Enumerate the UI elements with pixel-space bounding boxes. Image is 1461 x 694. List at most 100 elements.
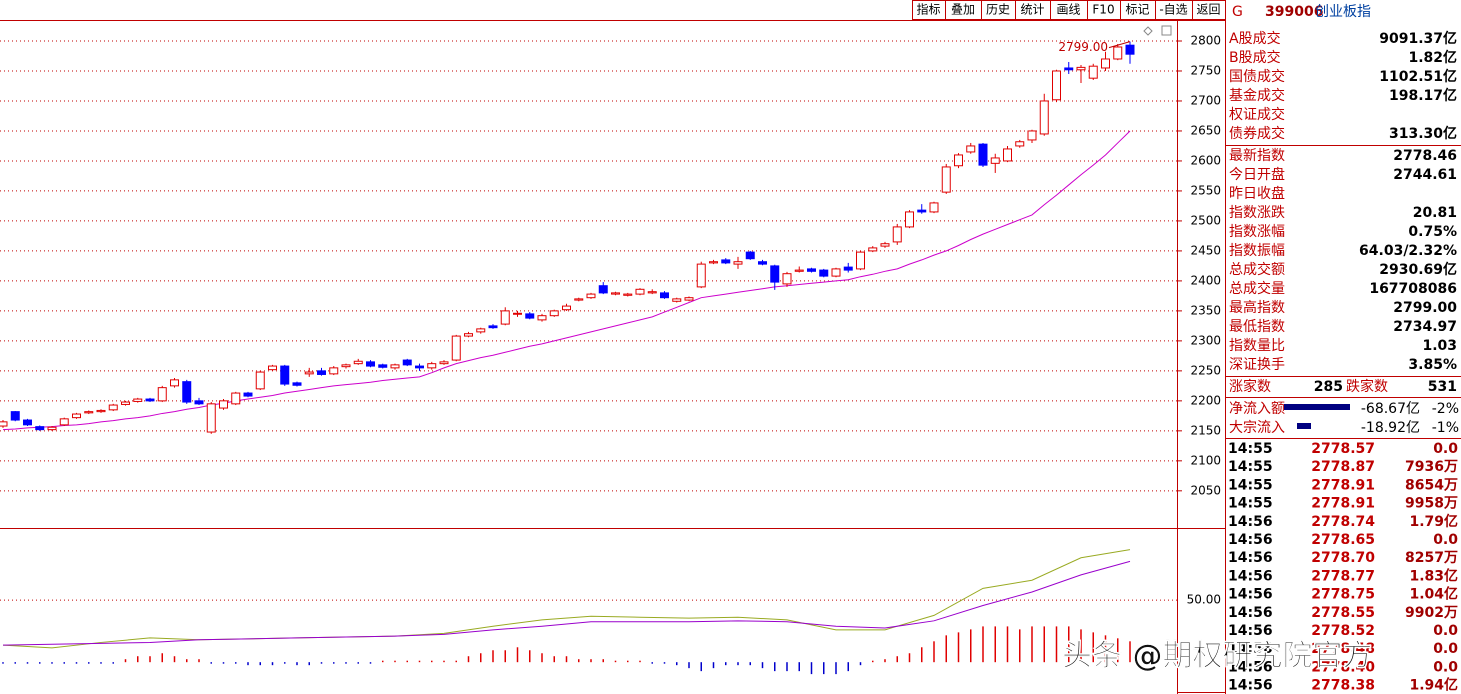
y-tick-label: 2700 (1190, 93, 1221, 107)
indicator-chart: 50.00 (0, 549, 1221, 675)
candle-body (929, 202, 939, 213)
toolbar-label[interactable]: 统计 (1020, 3, 1044, 17)
candle-body (1113, 46, 1123, 60)
candle-body (807, 268, 816, 272)
histogram-bar (798, 662, 800, 672)
histogram-bar (284, 662, 286, 664)
row-value: 167708086 (1369, 281, 1457, 297)
candle-body (427, 363, 437, 369)
tick-time: 14:55 (1228, 459, 1273, 475)
candle-body (684, 297, 694, 301)
candle-body (268, 365, 277, 371)
market-prefix: G (1232, 4, 1243, 20)
histogram-bar (26, 662, 29, 664)
histogram-bar (406, 660, 408, 663)
toolbar-label[interactable]: 画线 (1056, 3, 1080, 17)
candle-body (574, 298, 584, 301)
histogram-bar (173, 656, 176, 663)
tick-price: 2778.91 (1311, 477, 1375, 493)
histogram-bar (186, 659, 188, 663)
y-tick-label: 2100 (1190, 453, 1221, 467)
row-label: B股成交 (1229, 49, 1281, 66)
candle-body (415, 365, 424, 369)
histogram-bar (639, 660, 641, 663)
candle-body (1088, 65, 1098, 79)
candle-body (917, 209, 927, 213)
candle-body (1064, 67, 1074, 71)
tick-volume: 8257万 (1405, 550, 1458, 566)
row-value: 3.85% (1408, 357, 1457, 373)
histogram-bar (382, 660, 384, 663)
histogram-bar (835, 662, 837, 675)
candle-body (905, 211, 914, 228)
candle-body (1003, 148, 1012, 162)
histogram-bar (933, 641, 935, 663)
candle-body (219, 400, 228, 409)
candle-body (280, 365, 290, 385)
tick-volume: 9902万 (1405, 605, 1458, 621)
histogram-bar (149, 656, 151, 663)
candle-body (0, 421, 8, 427)
histogram-bar (259, 662, 261, 666)
histogram-bar (1043, 626, 1045, 663)
tick-volume: 8654万 (1405, 477, 1458, 493)
toolbar-label[interactable]: -自选 (1159, 3, 1187, 17)
candle-body (96, 409, 106, 413)
tick-volume: 0.0 (1433, 532, 1458, 548)
toolbar-label[interactable]: 返回 (1196, 3, 1220, 17)
flow-bar (1284, 404, 1350, 410)
histogram-bar (345, 662, 347, 664)
histogram-bar (100, 662, 102, 664)
toolbar-label[interactable]: 指标 (916, 2, 940, 17)
y-tick-label: 2550 (1190, 183, 1221, 197)
histogram-bar (112, 662, 114, 664)
histogram-bar (235, 662, 237, 664)
tick-price: 2778.70 (1311, 550, 1375, 566)
histogram-bar (198, 659, 200, 663)
toolbar-label[interactable]: 历史 (986, 3, 1010, 17)
histogram-bar (296, 662, 298, 666)
y-tick-label: 2200 (1190, 393, 1221, 407)
histogram-bar (431, 660, 433, 663)
histogram-bar (333, 662, 335, 664)
y-tick-label: 2600 (1190, 153, 1221, 167)
tick-time: 14:56 (1228, 587, 1273, 603)
toolbar-label[interactable]: 叠加 (951, 3, 975, 17)
candle-body (733, 261, 743, 265)
histogram-bar (749, 662, 751, 666)
candle-body (439, 361, 449, 365)
histogram-bar (676, 662, 678, 666)
candle-body (35, 426, 45, 431)
histogram-bar (994, 626, 996, 663)
candle-body (990, 157, 1000, 164)
histogram-bar (921, 647, 923, 663)
candle-body (182, 381, 192, 403)
tick-time: 14:56 (1228, 641, 1273, 657)
row-label: 国债成交 (1229, 68, 1285, 85)
histogram-bar (761, 662, 764, 669)
histogram-bar (271, 662, 274, 666)
histogram-bar (663, 662, 666, 664)
histogram-bar (602, 659, 604, 663)
candle-body (194, 400, 204, 405)
index-code: 399006 (1265, 4, 1323, 20)
toolbar-button[interactable] (1192, 0, 1226, 20)
flow-value: -18.92亿 (1361, 420, 1420, 436)
row-label: 最新指数 (1229, 148, 1285, 164)
histogram-bar (541, 653, 543, 663)
histogram-bar (884, 659, 886, 663)
candle-body (978, 143, 988, 166)
candle-body (451, 335, 461, 361)
y-tick-label: 2800 (1190, 33, 1221, 47)
histogram-bar (627, 660, 629, 663)
toolbar-label[interactable]: F10 (1092, 3, 1114, 17)
row-label: 权证成交 (1229, 106, 1285, 123)
row-value: 64.03/2.32% (1359, 243, 1457, 259)
toolbar-label[interactable]: 标记 (1125, 3, 1149, 17)
histogram-bar (847, 662, 849, 672)
row-value: 9091.37亿 (1379, 30, 1457, 47)
row-value: 0.75% (1408, 224, 1457, 240)
histogram-bar (737, 662, 739, 666)
tick-time: 14:56 (1228, 532, 1273, 548)
